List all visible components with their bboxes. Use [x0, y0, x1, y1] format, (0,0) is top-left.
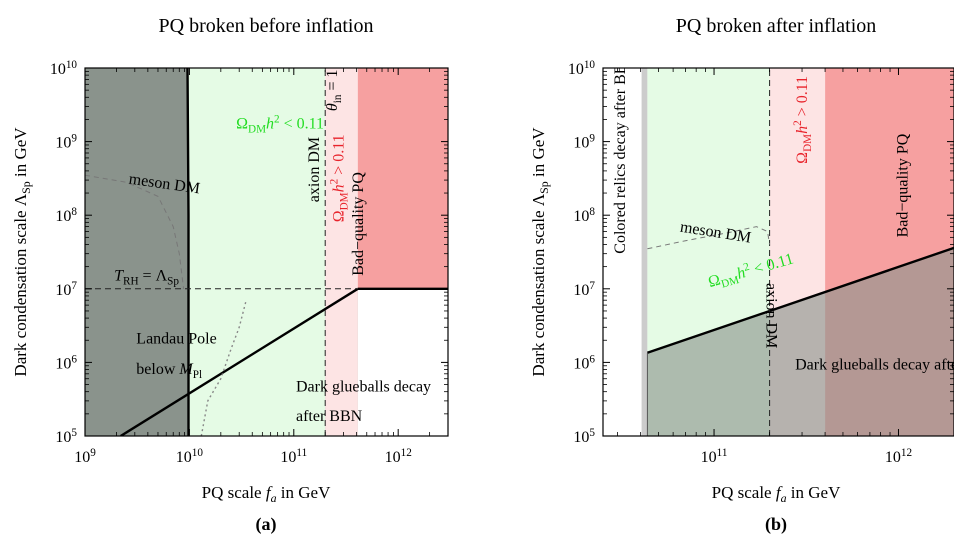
- panel-a-ylabel: Dark condensation scale ΛSp in GeV: [11, 127, 33, 377]
- line-meson-dm-curve: [85, 174, 185, 289]
- y-tick-label: 108​: [55, 206, 77, 225]
- plot-area-b: Colored relics decay after BBN meson DMΩD…: [568, 52, 954, 466]
- ticks-b: 1011​ 1012​ 105​ 106​ 107​ 108​ 109​ 1010​: [568, 59, 954, 466]
- y-tick-label: 107​: [55, 280, 77, 299]
- y-tick-label: 109​: [55, 133, 77, 152]
- ticks-a: 109​ 1010​ 1011​ 1012​ 105​ 106​ 107​ 108​ 109​ 1…: [50, 59, 448, 466]
- region-overclosure: [325, 68, 358, 436]
- plot-frame-b: [602, 67, 954, 437]
- x-tick-label: 1012​: [385, 447, 412, 466]
- annotation-a-red: ΩDMh2 > 0.11: [329, 134, 351, 222]
- region-green-allowed: [188, 68, 326, 436]
- annotation-b-colored: Colored relics decay after BBN: [612, 52, 629, 254]
- annotation-b-badpq: Bad−quality PQ: [895, 133, 912, 237]
- plot-frame-a: [84, 67, 449, 437]
- panel-b-xlabel: PQ scale fa in GeV: [712, 483, 841, 505]
- panel-a-xlabel: PQ scale fa in GeV: [202, 483, 331, 505]
- panel-b-ylabel: Dark condensation scale ΛSp in GeV: [529, 127, 551, 377]
- region-bad-quality: [357, 68, 448, 289]
- panel-a-subcaption: (a): [256, 514, 277, 535]
- panel-b-title: PQ broken after inflation: [676, 15, 877, 37]
- y-tick-label: 109​: [573, 133, 595, 152]
- region-glueball-region: [647, 247, 954, 436]
- y-tick-label: 1010​: [568, 59, 596, 78]
- y-tick-label: 105​: [55, 427, 77, 446]
- plot-content-b: Colored relics decay after BBN meson DMΩD…: [612, 52, 954, 436]
- region-colored-relics-band: [641, 68, 648, 436]
- x-tick-label: 1011​: [701, 447, 728, 466]
- annotation-a-landau1: Landau Pole: [136, 331, 216, 348]
- y-tick-label: 1010​: [50, 59, 78, 78]
- y-tick-label: 106​: [55, 353, 77, 372]
- panel-b: PQ broken after inflation Colored relics…: [529, 15, 954, 535]
- annotation-a-axion: axion DM: [306, 137, 323, 202]
- x-tick-label: 1012​: [885, 447, 912, 466]
- annotation-b-axion: axion DM: [763, 283, 780, 348]
- y-tick-label: 107​: [573, 280, 595, 299]
- annotation-a-theta: θin = 1: [324, 70, 344, 112]
- annotation-a-landau2: below MPl​: [136, 361, 202, 381]
- panel-b-subcaption: (b): [765, 514, 787, 535]
- y-tick-label: 108​: [573, 206, 595, 225]
- annotation-b-red: ΩDMh2 > 0.11: [792, 76, 814, 164]
- line-glueball-bbn-boundary: [120, 287, 359, 436]
- annotation-a-trh: TRH = ΛSp​: [114, 267, 179, 287]
- panel-a: PQ broken before inflation ΩDMh2 < 0.11m…: [11, 15, 449, 535]
- annotation-a-glue2: after BBN: [296, 408, 363, 425]
- region-landau-pole: [85, 68, 189, 436]
- annotation-a-green: ΩDMh2 < 0.11: [236, 114, 324, 136]
- y-tick-label: 106​: [573, 353, 595, 372]
- x-tick-label: 109​: [74, 447, 96, 466]
- y-tick-label: 105​: [573, 427, 595, 446]
- line-meson-dm-curve-lower: [200, 300, 247, 436]
- panel-a-title: PQ broken before inflation: [159, 15, 374, 37]
- line-glueball-bbn-boundary: [647, 246, 954, 354]
- x-tick-label: 1010​: [176, 447, 204, 466]
- annotation-b-glue: Dark glueballs decay after BBN: [795, 357, 954, 374]
- annotation-a-glue1: Dark glueballs decay: [296, 379, 431, 396]
- line-landau-boundary: [186, 68, 190, 436]
- x-tick-label: 1011​: [280, 447, 307, 466]
- annotation-a-badpq: Bad−quality PQ: [350, 172, 367, 276]
